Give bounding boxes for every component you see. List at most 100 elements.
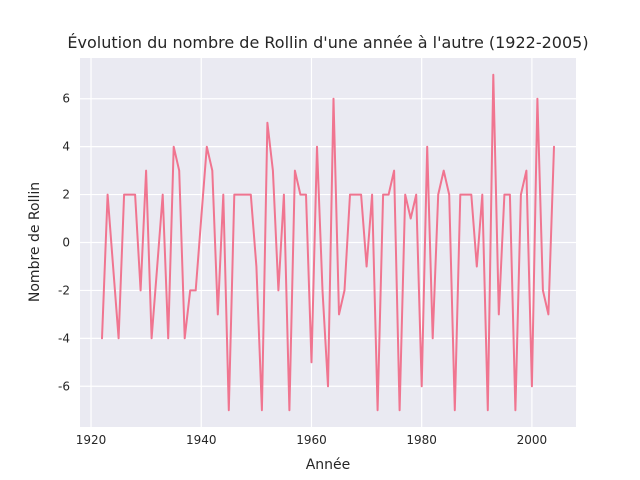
data-point xyxy=(107,194,109,196)
data-point xyxy=(211,170,213,172)
data-point xyxy=(156,266,158,268)
data-point xyxy=(476,266,478,268)
data-point xyxy=(288,409,290,411)
data-point xyxy=(459,194,461,196)
data-point xyxy=(112,266,114,268)
data-point xyxy=(520,194,522,196)
data-point xyxy=(388,194,390,196)
data-point xyxy=(266,122,268,124)
data-point xyxy=(503,194,505,196)
data-point xyxy=(415,194,417,196)
data-point xyxy=(162,194,164,196)
data-point xyxy=(189,289,191,291)
y-axis-label: Nombre de Rollin xyxy=(27,182,43,302)
x-tick-label: 1980 xyxy=(406,433,437,447)
data-point xyxy=(547,313,549,315)
y-tick-label: -4 xyxy=(58,331,70,345)
data-point xyxy=(272,170,274,172)
data-point xyxy=(173,146,175,148)
data-point xyxy=(118,337,120,339)
data-point xyxy=(123,194,125,196)
y-tick-label: 2 xyxy=(62,188,70,202)
data-point xyxy=(509,194,511,196)
data-point xyxy=(426,146,428,148)
data-point xyxy=(371,194,373,196)
data-point xyxy=(333,98,335,100)
data-point xyxy=(481,194,483,196)
data-point xyxy=(134,194,136,196)
data-point xyxy=(255,266,257,268)
data-point xyxy=(299,194,301,196)
data-point xyxy=(421,385,423,387)
data-point xyxy=(178,170,180,172)
data-point xyxy=(432,337,434,339)
series-line xyxy=(101,73,555,412)
data-point xyxy=(283,194,285,196)
data-point xyxy=(327,385,329,387)
data-point xyxy=(167,337,169,339)
data-point xyxy=(344,289,346,291)
data-point xyxy=(338,313,340,315)
data-point xyxy=(498,313,500,315)
data-point xyxy=(366,266,368,268)
data-point xyxy=(206,146,208,148)
data-point xyxy=(151,337,153,339)
y-tick-label: -6 xyxy=(58,379,70,393)
data-point xyxy=(261,409,263,411)
x-tick-label: 1920 xyxy=(76,433,107,447)
data-point xyxy=(492,74,494,76)
x-axis-label: Année xyxy=(306,457,351,473)
data-point xyxy=(410,218,412,220)
data-point xyxy=(377,409,379,411)
data-point xyxy=(531,385,533,387)
data-point xyxy=(184,337,186,339)
data-point xyxy=(514,409,516,411)
data-point xyxy=(222,194,224,196)
data-point xyxy=(437,194,439,196)
data-point xyxy=(305,194,307,196)
data-point xyxy=(349,194,351,196)
data-point xyxy=(311,361,313,363)
data-point xyxy=(454,409,456,411)
x-tick-labels: 1920 1940 1960 1980 2000 xyxy=(76,433,547,447)
data-point xyxy=(448,194,450,196)
data-point xyxy=(316,146,318,148)
data-point xyxy=(294,170,296,172)
y-tick-label: -2 xyxy=(58,283,70,297)
data-point xyxy=(382,194,384,196)
data-point xyxy=(250,194,252,196)
data-point xyxy=(360,194,362,196)
data-point xyxy=(355,194,357,196)
data-point xyxy=(195,289,197,291)
data-point xyxy=(553,146,555,148)
data-point xyxy=(465,194,467,196)
data-point xyxy=(140,289,142,291)
data-point xyxy=(443,170,445,172)
data-point xyxy=(277,289,279,291)
grid-lines xyxy=(80,58,576,427)
data-point xyxy=(101,337,103,339)
data-point xyxy=(393,170,395,172)
data-point xyxy=(145,170,147,172)
data-point xyxy=(129,194,131,196)
data-point xyxy=(470,194,472,196)
data-point xyxy=(404,194,406,196)
y-tick-label: 6 xyxy=(62,92,70,106)
x-tick-label: 2000 xyxy=(517,433,548,447)
x-tick-label: 1960 xyxy=(296,433,327,447)
data-point xyxy=(228,409,230,411)
data-point xyxy=(244,194,246,196)
data-point xyxy=(399,409,401,411)
data-point xyxy=(525,170,527,172)
y-tick-label: 4 xyxy=(62,140,70,154)
data-point xyxy=(217,313,219,315)
data-point xyxy=(239,194,241,196)
y-tick-labels: -6 -4 -2 0 2 4 6 xyxy=(58,92,70,394)
series-layer xyxy=(101,73,555,412)
data-point xyxy=(233,194,235,196)
x-tick-label: 1940 xyxy=(186,433,217,447)
data-point xyxy=(200,218,202,220)
data-point xyxy=(542,289,544,291)
y-tick-label: 0 xyxy=(62,236,70,250)
